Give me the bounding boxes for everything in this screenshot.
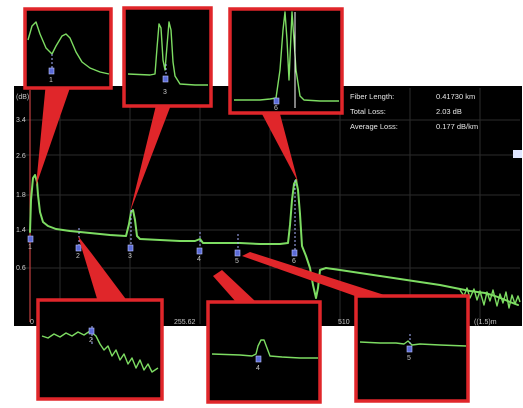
pointer-event-5 bbox=[242, 252, 400, 302]
svg-text:4: 4 bbox=[197, 256, 201, 263]
event-marker-5[interactable]: 5 bbox=[234, 234, 241, 265]
callout-event-1-zoom: 1 bbox=[23, 7, 113, 90]
callout-event-marker bbox=[406, 345, 413, 353]
x-axis-end-label: ((1.5)m bbox=[474, 319, 497, 326]
pointer-event-3 bbox=[130, 97, 174, 212]
event-marker-1[interactable]: 1 bbox=[27, 235, 34, 251]
cursor-handle-icon[interactable] bbox=[513, 150, 522, 158]
x-axis: 0 255.62 510 ((1.5)m bbox=[30, 319, 497, 326]
x-tick-label: 255.62 bbox=[174, 319, 196, 326]
x-tick-label: 0 bbox=[30, 319, 34, 326]
svg-text:5: 5 bbox=[235, 258, 239, 265]
callout-event-6-zoom: 6 bbox=[228, 7, 344, 115]
callout-pointers bbox=[36, 82, 400, 302]
callout-event-5-zoom: 5 bbox=[354, 294, 470, 403]
svg-text:5: 5 bbox=[407, 355, 411, 362]
svg-text:1: 1 bbox=[49, 77, 53, 84]
y-tick-label: 1.4 bbox=[16, 227, 26, 234]
fiber-summary: Fiber Length: 0.41730 km Total Loss: 2.0… bbox=[350, 92, 478, 131]
callout-event-3-zoom: 3 bbox=[122, 6, 213, 108]
x-tick-label: 510 bbox=[338, 319, 350, 326]
callout-event-2-zoom: 2 bbox=[36, 298, 164, 401]
svg-text:1: 1 bbox=[28, 244, 32, 251]
otdr-main-trace bbox=[29, 174, 519, 306]
svg-text:2: 2 bbox=[76, 253, 80, 260]
callout-event-marker bbox=[48, 67, 55, 75]
callout-event-marker bbox=[273, 97, 280, 105]
total-loss-value: 2.03 dB bbox=[436, 107, 462, 116]
event-marker-6[interactable]: 6 bbox=[291, 180, 298, 265]
pointer-event-1 bbox=[36, 82, 72, 186]
pointer-event-2 bbox=[78, 236, 128, 302]
svg-text:3: 3 bbox=[128, 253, 132, 260]
pointer-event-4 bbox=[213, 270, 256, 302]
otdr-noise-tail bbox=[459, 287, 521, 309]
grid bbox=[22, 88, 520, 324]
callout-event-marker bbox=[255, 355, 262, 363]
average-loss-value: 0.177 dB/km bbox=[436, 122, 478, 131]
y-tick-label: 2.6 bbox=[16, 153, 26, 160]
pointer-event-6 bbox=[262, 114, 298, 182]
callout-event-4-zoom: 4 bbox=[206, 300, 322, 404]
average-loss-label: Average Loss: bbox=[350, 122, 398, 131]
y-tick-label: 3.4 bbox=[16, 117, 26, 124]
event-marker-3[interactable]: 3 bbox=[127, 210, 134, 260]
svg-text:6: 6 bbox=[274, 105, 278, 112]
fiber-length-value: 0.41730 km bbox=[436, 92, 475, 101]
callout-event-marker bbox=[162, 75, 169, 83]
event-markers: 1 2 3 4 5 6 bbox=[27, 180, 298, 265]
svg-text:6: 6 bbox=[292, 258, 296, 265]
svg-text:3: 3 bbox=[163, 89, 167, 96]
svg-text:2: 2 bbox=[89, 337, 93, 344]
fiber-length-label: Fiber Length: bbox=[350, 92, 394, 101]
total-loss-label: Total Loss: bbox=[350, 107, 386, 116]
y-tick-label: 0.6 bbox=[16, 265, 26, 272]
svg-text:4: 4 bbox=[256, 365, 260, 372]
y-axis-unit: (dB) bbox=[16, 94, 29, 101]
callout-event-marker bbox=[88, 327, 95, 335]
event-marker-2[interactable]: 2 bbox=[75, 228, 82, 260]
y-axis: (dB) 3.4 2.6 1.8 1.4 0.6 bbox=[16, 94, 29, 272]
y-tick-label: 1.8 bbox=[16, 192, 26, 199]
event-marker-4[interactable]: 4 bbox=[196, 232, 203, 263]
